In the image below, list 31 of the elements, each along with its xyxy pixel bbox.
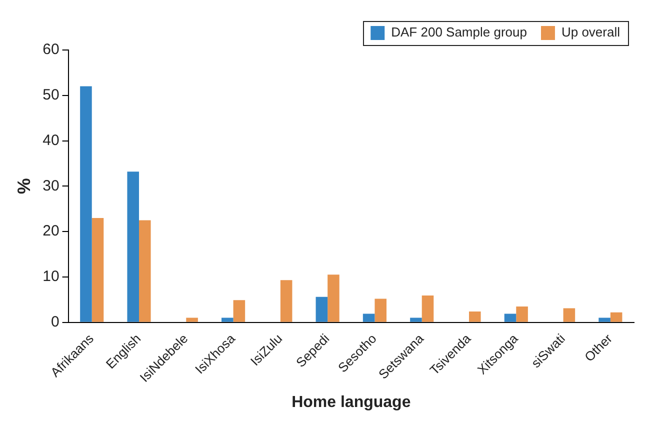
bar (186, 318, 198, 322)
bar (374, 298, 386, 322)
legend-label: Up overall (561, 24, 620, 40)
bar (80, 86, 92, 322)
bar (598, 318, 610, 322)
bar (610, 312, 622, 322)
bar (280, 280, 292, 322)
y-tick-label: 20 (42, 222, 60, 240)
bar (563, 308, 576, 322)
bar (139, 220, 151, 322)
bar (316, 296, 328, 322)
bar (222, 318, 234, 322)
legend-label: DAF 200 Sample group (391, 24, 527, 40)
y-tick-label: 30 (42, 177, 60, 194)
y-tick-label: 0 (50, 313, 60, 330)
bar (127, 172, 139, 322)
bar (422, 296, 434, 322)
bar (328, 274, 340, 322)
bar (92, 218, 104, 322)
bar (516, 306, 528, 322)
y-axis-title: % (14, 178, 34, 194)
bar (504, 314, 516, 322)
bar (469, 311, 481, 322)
y-tick-label: 40 (42, 132, 60, 149)
y-tick-label: 60 (42, 41, 60, 58)
bar (233, 300, 246, 322)
y-tick-label: 10 (42, 268, 60, 286)
bar (410, 318, 422, 322)
y-tick-label: 50 (42, 86, 60, 104)
bar (362, 314, 375, 322)
x-axis-title: Home language (292, 394, 411, 411)
